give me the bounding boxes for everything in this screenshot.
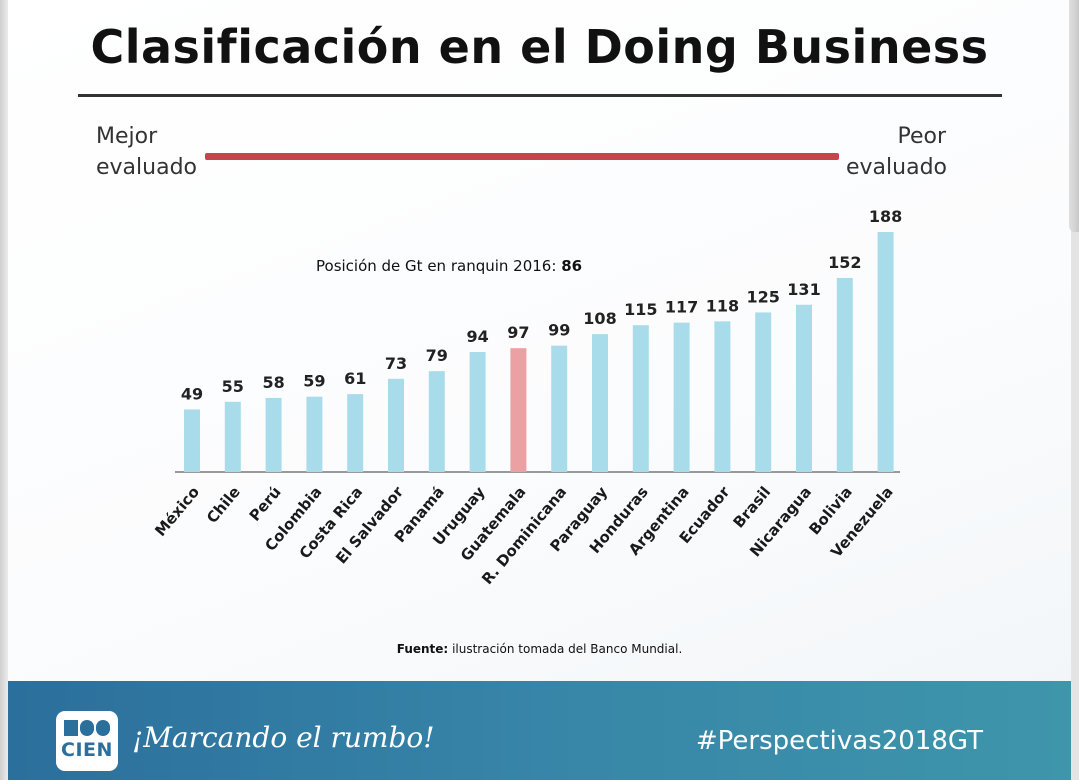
guatemala-rank-label: Posición de Gt en ranquin 2016:	[316, 257, 557, 275]
scale-label-best: Mejor evaluado	[96, 121, 197, 183]
scale-label-worst-line1: Peor	[897, 124, 946, 149]
value-label-15: 131	[787, 280, 820, 299]
value-label-3: 59	[303, 372, 325, 391]
bar-7	[469, 352, 486, 472]
value-label-11: 115	[624, 300, 657, 319]
bar-6	[428, 371, 445, 472]
value-label-12: 117	[665, 298, 698, 317]
source-text: ilustración tomada del Banco Mundial.	[452, 642, 683, 656]
scale-label-worst-line2: evaluado	[846, 155, 947, 180]
source-label: Fuente:	[396, 642, 449, 656]
hashtag: #Perspectivas2018GT	[695, 726, 983, 756]
bar-3	[306, 396, 323, 472]
bar-5	[388, 378, 404, 472]
scale-label-worst: Peor evaluado	[846, 121, 947, 183]
value-label-1: 55	[222, 377, 244, 396]
slogan: ¡Marcando el rumbo!	[132, 721, 435, 754]
value-label-14: 125	[746, 287, 779, 306]
bar-0	[184, 409, 200, 472]
value-label-5: 73	[385, 354, 407, 373]
guatemala-rank-note: Posición de Gt en ranquin 2016: 86	[316, 257, 582, 275]
source-note: Fuente: ilustración tomada del Banco Mun…	[0, 642, 1079, 656]
value-label-9: 99	[548, 321, 570, 340]
value-label-6: 79	[426, 346, 448, 365]
value-label-13: 118	[706, 296, 739, 315]
bar-16	[836, 277, 853, 472]
category-label-2: Perú	[246, 483, 285, 525]
value-label-0: 49	[181, 384, 203, 403]
scroll-handle[interactable]	[1069, 0, 1079, 232]
bar-13	[714, 321, 731, 472]
window-frame-right	[1071, 0, 1079, 780]
category-label-0: México	[151, 483, 203, 540]
slide-title: Clasificación en el Doing Business	[90, 20, 989, 74]
logo-text: CIEN	[61, 739, 113, 761]
scale-label-best-line1: Mejor	[96, 124, 158, 149]
bar-14	[755, 312, 772, 472]
value-label-17: 188	[869, 207, 902, 226]
logo-mark	[64, 720, 110, 736]
bar-10	[592, 334, 608, 472]
bar-4	[347, 394, 364, 472]
value-label-16: 152	[828, 253, 861, 272]
value-label-7: 94	[466, 327, 488, 346]
bar-8	[510, 348, 527, 472]
cien-logo: CIEN	[56, 711, 118, 771]
bar-11	[632, 325, 649, 472]
title-divider	[78, 94, 1002, 97]
bar-2	[265, 397, 282, 472]
value-label-2: 58	[262, 373, 284, 392]
scale-label-best-line2: evaluado	[96, 155, 197, 180]
bar-9	[551, 345, 568, 472]
bar-15	[796, 304, 812, 472]
value-label-4: 61	[344, 369, 366, 388]
bar-12	[673, 322, 690, 472]
value-label-10: 108	[583, 309, 616, 328]
footer-banner	[8, 681, 1071, 780]
window-frame-left	[0, 0, 8, 780]
bar-1	[224, 401, 241, 472]
guatemala-rank-value: 86	[561, 257, 583, 275]
bar-17	[877, 232, 894, 472]
category-label-1: Chile	[203, 483, 244, 527]
scale-bar	[205, 153, 839, 160]
slide-background	[8, 0, 1071, 780]
value-label-8: 97	[507, 323, 529, 342]
